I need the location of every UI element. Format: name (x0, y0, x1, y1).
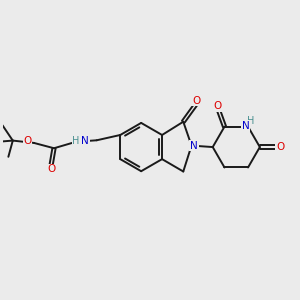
Text: H: H (72, 136, 80, 146)
Text: N: N (81, 136, 89, 146)
Text: O: O (23, 136, 32, 146)
Text: O: O (213, 101, 221, 111)
Text: O: O (47, 164, 55, 174)
Text: H: H (247, 116, 254, 126)
Text: N: N (242, 121, 250, 131)
Text: O: O (276, 142, 284, 152)
Text: O: O (192, 95, 200, 106)
Text: N: N (190, 141, 198, 151)
